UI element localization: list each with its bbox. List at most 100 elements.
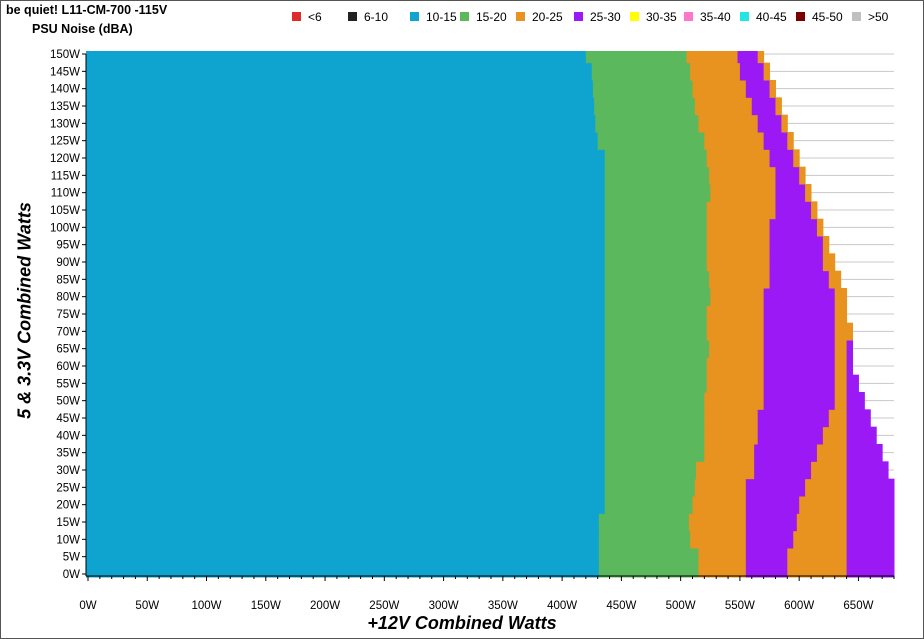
y-tick-label: 110W (51, 188, 80, 200)
heat-cell-25-30 (846, 496, 895, 514)
heat-cell-20-25 (706, 374, 765, 393)
heat-cell-25-30 (846, 444, 883, 462)
y-tick-label: 70W (56, 326, 80, 338)
heat-cell-20-25 (704, 409, 759, 428)
heat-cell-25-30 (745, 548, 788, 566)
heat-cell-20-25 (834, 374, 848, 393)
heat-cell-20-25 (793, 530, 848, 549)
heat-cell-15-20 (604, 322, 708, 341)
heat-cell-25-30 (769, 149, 794, 168)
heat-cell-20-25 (834, 357, 848, 376)
heat-cell-10-15 (86, 270, 606, 289)
heat-cell-25-30 (763, 322, 836, 341)
heat-cell-10-15 (86, 357, 606, 376)
heat-cell-10-15 (86, 513, 600, 532)
heat-cell-20-25 (698, 565, 747, 578)
y-tick-label: 120W (50, 153, 80, 165)
y-tick-label: 20W (56, 500, 80, 512)
heat-cell-25-30 (763, 132, 788, 150)
heat-cell-20-25 (706, 149, 771, 168)
heat-cell-15-20 (604, 478, 696, 497)
heat-cell-20-25 (834, 305, 848, 324)
x-tick-label: 150W (251, 600, 281, 612)
heat-cell-15-20 (604, 166, 710, 185)
heat-cell-15-20 (591, 62, 691, 81)
heat-cell-25-30 (763, 288, 836, 306)
heat-cell-20-25 (834, 392, 848, 410)
heat-cell-25-30 (745, 513, 798, 532)
heat-cell-10-15 (86, 340, 606, 358)
y-tick-label: 80W (56, 292, 80, 304)
heat-cell-20-25 (706, 236, 771, 254)
heat-cell-20-25 (706, 218, 771, 237)
heat-cell-20-25 (704, 444, 755, 462)
heat-cell-20-25 (834, 288, 848, 306)
heat-cell-20-25 (710, 184, 776, 202)
y-tick-label: 115W (51, 170, 80, 182)
legend-label: 30-35 (646, 10, 677, 24)
heat-cell-20-25 (696, 461, 755, 480)
y-tick-label: 5W (63, 552, 80, 564)
legend-label: 25-30 (590, 10, 621, 24)
legend-swatch (684, 12, 693, 21)
x-tick-label: 550W (725, 600, 755, 612)
x-tick-label: 250W (369, 600, 399, 612)
heat-cell-15-20 (592, 80, 693, 98)
heat-cell-20-25 (811, 461, 848, 480)
heat-cell-15-20 (604, 184, 711, 202)
heat-cell-10-15 (86, 253, 606, 272)
heat-cell-10-15 (86, 322, 606, 341)
heat-cell-15-20 (604, 426, 705, 445)
heat-cell-20-25 (828, 270, 842, 289)
heat-cell-25-30 (846, 357, 854, 376)
heat-cell-20-25 (706, 357, 765, 376)
heat-cell-25-30 (763, 357, 836, 376)
heat-cell-25-30 (757, 409, 830, 428)
heat-cell-15-20 (595, 114, 699, 133)
heat-cell-10-15 (86, 80, 594, 98)
heat-cell-10-15 (86, 149, 606, 168)
heat-cell-25-30 (739, 62, 765, 81)
heat-cell-25-30 (763, 305, 836, 324)
legend-label: 6-10 (364, 10, 389, 24)
y-tick-label: 15W (56, 517, 80, 529)
legend-swatch (796, 12, 805, 21)
legend-label: 35-40 (700, 10, 731, 24)
heat-cell-15-20 (598, 548, 699, 566)
heat-cell-25-30 (754, 461, 812, 480)
chart-subtitle: PSU Noise (dBA) (32, 22, 133, 36)
heat-cell-10-15 (86, 51, 587, 64)
heat-cell-15-20 (585, 51, 688, 64)
y-tick-label: 90W (56, 257, 80, 269)
y-tick-label: 75W (56, 309, 80, 321)
heat-cell-25-30 (757, 114, 782, 133)
heat-cell-20-25 (834, 322, 854, 341)
y-tick-label: 45W (56, 413, 80, 425)
heat-cell-25-30 (846, 409, 871, 428)
heat-cell-25-30 (769, 253, 824, 272)
heat-cell-20-25 (698, 114, 759, 133)
heat-cell-15-20 (604, 409, 705, 428)
heat-cell-25-30 (745, 478, 806, 497)
heat-cell-10-15 (86, 114, 596, 133)
heat-cell-20-25 (706, 322, 765, 341)
heat-cell-25-30 (763, 340, 836, 358)
heat-cell-10-15 (86, 392, 606, 410)
legend-swatch (348, 12, 357, 21)
heat-cell-20-25 (787, 565, 848, 578)
heat-cell-15-20 (598, 530, 691, 549)
heat-cell-20-25 (775, 97, 782, 116)
heat-cell-25-30 (745, 530, 794, 549)
heat-cell-25-30 (846, 340, 854, 358)
x-tick-label: 500W (666, 600, 696, 612)
y-tick-label: 150W (50, 49, 80, 61)
heat-cell-20-25 (690, 62, 741, 81)
legend-swatch (516, 12, 525, 21)
heat-cell-20-25 (709, 166, 776, 185)
y-tick-label: 85W (56, 274, 80, 286)
y-tick-label: 50W (56, 396, 80, 408)
heat-cell-20-25 (787, 132, 794, 150)
heat-cell-20-25 (757, 51, 765, 64)
heat-cell-15-20 (604, 305, 708, 324)
